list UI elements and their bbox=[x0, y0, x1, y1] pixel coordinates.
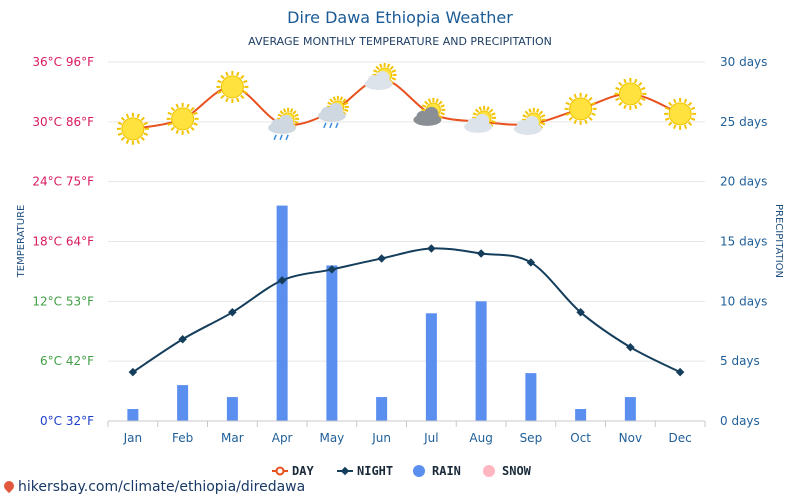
weather-icons bbox=[116, 62, 697, 145]
sun-icon bbox=[116, 112, 149, 145]
x-tick-label: Sep bbox=[520, 431, 543, 445]
y-tick-label-right: 10 days bbox=[720, 294, 767, 308]
sun-icon bbox=[166, 102, 199, 135]
sun-icon bbox=[614, 77, 647, 110]
chart-title: Dire Dawa Ethiopia Weather bbox=[287, 8, 513, 27]
y-tick-label-left: 12°C 53°F bbox=[32, 294, 94, 308]
rain-bar bbox=[475, 301, 487, 421]
rain-bar bbox=[376, 397, 388, 421]
x-tick-label: Dec bbox=[669, 431, 692, 445]
rain-bars bbox=[127, 205, 636, 421]
sun-cloud-icon bbox=[364, 62, 397, 90]
legend-item-rain: RAIN bbox=[413, 464, 461, 478]
sun-icon bbox=[664, 97, 697, 130]
rain-bar bbox=[624, 397, 636, 421]
x-tick-label: Jan bbox=[123, 431, 143, 445]
y-tick-label-left: 30°C 86°F bbox=[32, 115, 94, 129]
legend: DAY NIGHT RAIN SNOW bbox=[272, 464, 532, 478]
sun-icon bbox=[216, 70, 249, 103]
y-tick-label-right: 30 days bbox=[720, 55, 767, 69]
x-tick-label: Oct bbox=[570, 431, 591, 445]
night-point bbox=[178, 334, 187, 344]
legend-marker bbox=[413, 465, 425, 477]
sun-cloud-icon bbox=[464, 105, 497, 133]
night-point bbox=[526, 258, 536, 267]
cloud-rain-icon bbox=[317, 95, 349, 129]
cloud-rain-icon bbox=[268, 107, 300, 141]
x-tick-label: Feb bbox=[172, 431, 193, 445]
sun-cloud-dark-icon bbox=[413, 97, 446, 126]
rain-bar bbox=[326, 265, 338, 421]
night-point bbox=[228, 308, 237, 317]
legend-label: DAY bbox=[292, 464, 314, 478]
y-axis-title-left: TEMPERATURE bbox=[16, 205, 27, 279]
y-tick-label-right: 0 days bbox=[720, 414, 760, 428]
footer-url: hikersbay.com/climate/ethiopia/diredawa bbox=[18, 479, 306, 495]
footer-link[interactable]: hikersbay.com/climate/ethiopia/diredawa bbox=[1, 478, 306, 495]
y-tick-label-left: 18°C 64°F bbox=[32, 235, 94, 249]
y-tick-label-right: 5 days bbox=[720, 354, 760, 368]
sun-icon bbox=[564, 92, 597, 125]
night-point bbox=[427, 244, 436, 253]
legend-item-snow: SNOW bbox=[483, 464, 532, 478]
rain-bar bbox=[177, 385, 189, 421]
legend-item-night: NIGHT bbox=[337, 464, 393, 478]
temperature-lines bbox=[128, 77, 685, 377]
night-point bbox=[476, 249, 486, 258]
night-point bbox=[576, 308, 585, 317]
y-tick-label-left: 36°C 96°F bbox=[32, 55, 94, 69]
y-tick-label-left: 6°C 42°F bbox=[40, 354, 94, 368]
night-point bbox=[377, 254, 386, 263]
night-temperature-line bbox=[132, 247, 681, 374]
rain-bar bbox=[575, 409, 587, 421]
legend-marker bbox=[340, 466, 350, 476]
location-pin-icon bbox=[1, 478, 17, 494]
night-point bbox=[277, 276, 287, 285]
rain-bar bbox=[525, 373, 537, 421]
night-point bbox=[327, 265, 337, 274]
axes: 36°C 96°F 30°C 86°F 24°C 75°F 18°C 64°F 12°C… bbox=[16, 55, 784, 445]
x-tick-label: Nov bbox=[619, 431, 642, 445]
legend-label: RAIN bbox=[432, 464, 461, 478]
rain-bar bbox=[226, 397, 238, 421]
grid-lines bbox=[108, 61, 705, 422]
y-tick-label-right: 20 days bbox=[720, 175, 767, 189]
y-tick-label-left: 24°C 75°F bbox=[32, 175, 94, 189]
chart-subtitle: AVERAGE MONTHLY TEMPERATURE AND PRECIPIT… bbox=[248, 35, 552, 48]
legend-item-day: DAY bbox=[272, 464, 314, 478]
y-axis-title-right: PRECIPITATION bbox=[773, 204, 784, 278]
legend-marker bbox=[275, 466, 285, 476]
sun-cloud-icon bbox=[513, 107, 546, 135]
x-tick-label: Apr bbox=[272, 431, 293, 445]
x-tick-label: Mar bbox=[221, 431, 244, 445]
y-tick-label-left: 0°C 32°F bbox=[40, 414, 94, 428]
rain-bar bbox=[276, 205, 288, 421]
x-tick-label: May bbox=[319, 431, 344, 445]
x-tick-label: Aug bbox=[469, 431, 492, 445]
y-tick-label-right: 25 days bbox=[720, 115, 767, 129]
legend-marker bbox=[483, 465, 495, 477]
x-tick-label: Jul bbox=[423, 431, 438, 445]
night-point bbox=[128, 367, 138, 377]
night-point bbox=[626, 342, 635, 352]
x-tick-label: Jun bbox=[371, 431, 391, 445]
rain-bar bbox=[425, 313, 437, 421]
legend-label: SNOW bbox=[502, 464, 532, 478]
rain-bar bbox=[127, 409, 139, 421]
legend-label: NIGHT bbox=[357, 464, 393, 478]
y-tick-label-right: 15 days bbox=[720, 235, 767, 249]
night-point bbox=[675, 367, 685, 377]
